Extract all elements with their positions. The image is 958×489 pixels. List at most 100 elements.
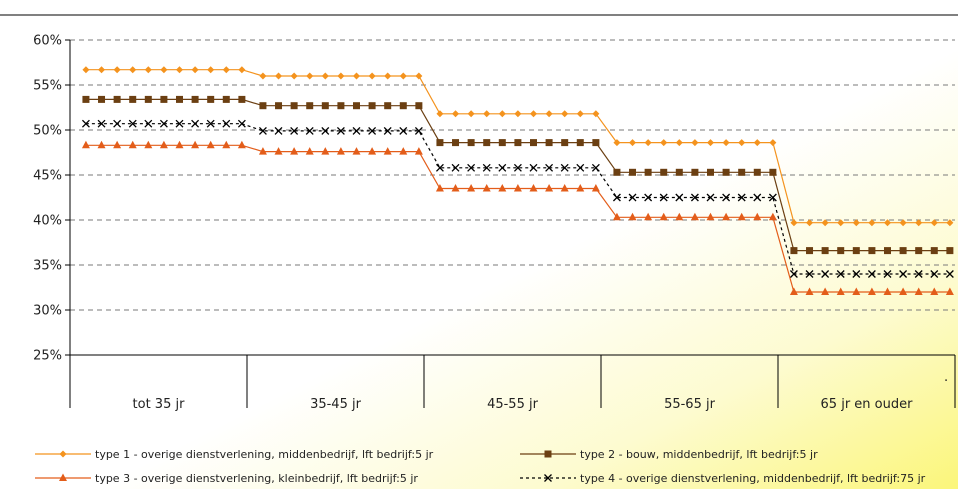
x-marker: [206, 119, 215, 128]
diamond-marker: [498, 110, 506, 118]
x-marker: [451, 163, 460, 172]
diamond-marker: [613, 139, 621, 147]
diamond-marker: [384, 72, 392, 80]
category-label: tot 35 jr: [133, 397, 186, 412]
diamond-marker: [660, 139, 668, 147]
x-marker: [836, 270, 845, 278]
diamond-marker: [868, 219, 876, 227]
square-marker: [384, 102, 392, 110]
square-marker: [644, 168, 652, 176]
diamond-marker: [915, 219, 923, 227]
legend-label: type 2 - bouw, middenbedrijf, lft bedrij…: [580, 448, 818, 461]
square-marker: [275, 102, 283, 110]
triangle-marker: [498, 184, 507, 192]
x-marker: [159, 119, 168, 128]
diamond-marker: [883, 219, 891, 227]
diamond-marker: [790, 219, 798, 227]
diamond-marker: [769, 139, 777, 147]
series-lines: [81, 66, 954, 295]
triangle-marker: [352, 147, 361, 155]
diamond-marker: [545, 110, 553, 118]
triangle-marker: [467, 184, 476, 192]
axes: [69, 40, 956, 408]
triangle-marker: [591, 184, 600, 192]
triangle-marker: [383, 147, 392, 155]
diamond-marker: [675, 139, 683, 147]
square-marker: [576, 139, 584, 147]
square-marker: [899, 247, 907, 255]
x-marker: [628, 193, 637, 202]
category-label: 35-45 jr: [310, 397, 362, 412]
triangle-marker: [659, 212, 668, 221]
legend: type 1 - overige dienstverlening, midden…: [35, 448, 926, 485]
y-tick-label: 25%: [33, 349, 62, 364]
y-tick-label: 40%: [33, 214, 62, 229]
diamond-marker: [837, 219, 845, 227]
diamond-marker: [306, 72, 314, 80]
x-marker: [706, 193, 715, 202]
diamond-marker: [576, 110, 584, 118]
square-marker: [722, 168, 730, 176]
triangle-marker: [576, 184, 585, 192]
triangle-marker: [706, 212, 715, 221]
triangle-marker: [628, 212, 637, 221]
triangle-marker: [414, 147, 423, 155]
square-marker: [837, 247, 845, 255]
square-marker: [561, 139, 569, 147]
x-marker: [97, 119, 106, 128]
triangle-marker: [945, 287, 954, 295]
legend-item: type 1 - overige dienstverlening, midden…: [35, 448, 434, 461]
square-marker: [883, 247, 891, 255]
triangle-marker: [237, 140, 246, 149]
x-marker: [290, 126, 299, 135]
x-marker: [914, 270, 923, 278]
x-marker: [352, 126, 361, 135]
triangle-marker: [675, 212, 684, 221]
series-group: [81, 119, 954, 278]
triangle-marker: [883, 287, 892, 295]
triangle-marker: [451, 184, 460, 192]
triangle-marker: [113, 140, 122, 149]
square-marker: [691, 168, 699, 176]
square-marker: [498, 139, 506, 147]
square-marker: [753, 168, 761, 176]
triangle-marker: [899, 287, 908, 295]
square-marker: [545, 139, 553, 147]
triangle-marker: [435, 184, 444, 192]
triangle-marker: [805, 287, 814, 295]
triangle-marker: [159, 140, 168, 149]
square-marker: [629, 168, 637, 176]
diamond-marker: [806, 219, 814, 227]
diamond-marker: [98, 66, 106, 74]
square-marker: [452, 139, 460, 147]
square-marker: [368, 102, 376, 110]
diamond-marker: [113, 66, 121, 74]
square-marker: [915, 247, 923, 255]
x-marker: [191, 119, 200, 128]
square-marker: [175, 95, 183, 103]
diamond-marker: [483, 110, 491, 118]
square-marker: [352, 102, 360, 110]
x-marker: [435, 163, 444, 172]
diamond-marker: [129, 66, 137, 74]
triangle-marker: [545, 184, 554, 192]
triangle-marker: [612, 212, 621, 221]
diamond-marker: [722, 139, 730, 147]
x-marker: [644, 193, 653, 202]
x-marker: [545, 163, 554, 172]
x-marker: [81, 119, 90, 128]
square-marker: [191, 95, 199, 103]
triangle-marker: [274, 147, 283, 155]
square-marker: [946, 247, 954, 255]
x-marker: [414, 126, 423, 135]
square-marker: [529, 139, 537, 147]
square-marker: [321, 102, 329, 110]
triangle-marker: [560, 184, 569, 192]
square-marker: [129, 95, 137, 103]
category-label: 45-55 jr: [487, 397, 539, 412]
y-tick-label: 30%: [33, 304, 62, 319]
triangle-marker: [222, 140, 231, 149]
triangle-marker: [321, 147, 330, 155]
x-marker: [368, 126, 377, 135]
